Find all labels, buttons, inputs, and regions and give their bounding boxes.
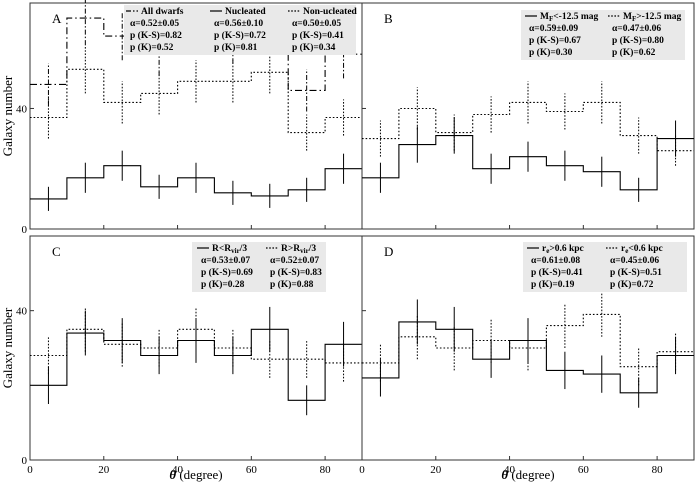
series-dotted — [30, 45, 362, 151]
legend-box — [521, 10, 685, 60]
plot-frame — [361, 2, 695, 230]
y-tick-label: 0 — [22, 455, 28, 467]
plot-frame — [361, 235, 695, 461]
series-solid — [30, 306, 362, 416]
legend-entry-name: R>Rvir/3 — [281, 244, 316, 255]
x-tick-label: 20 — [98, 464, 110, 476]
legend-ks-pvalue: p (K-S)=0.80 — [612, 35, 664, 46]
legend-ks-pvalue: p (K-S)=0.67 — [529, 35, 581, 46]
legend-k-pvalue: p (K)=0.72 — [610, 279, 654, 290]
x-tick-label: 20 — [430, 464, 442, 476]
x-tick-label: 40 — [172, 464, 184, 476]
legend-entry-name: MF<-12.5 mag — [540, 12, 598, 23]
legend-box — [192, 242, 326, 292]
y-tick-label: 40 — [16, 306, 28, 318]
legend-ks-pvalue: p (K-S)=0.41 — [531, 267, 583, 278]
legend-ks-pvalue: p (K-S)=0.82 — [130, 30, 182, 41]
legend-alpha-value: α=0.53±0.07 — [201, 256, 250, 266]
legend-k-pvalue: p (K)=0.19 — [531, 279, 575, 290]
panel-label: B — [384, 11, 393, 26]
legend-alpha-value: α=0.52±0.05 — [130, 19, 179, 29]
x-tick-label: 0 — [359, 464, 365, 476]
legend-alpha-value: α=0.52±0.07 — [270, 256, 319, 266]
x-tick-label: 80 — [320, 464, 332, 476]
legend-entry-name: All dwarfs — [141, 7, 184, 17]
histogram-line — [362, 101, 694, 152]
y-tick-label: 40 — [16, 103, 28, 115]
legend-k-pvalue: p (K)=0.28 — [201, 279, 245, 290]
legend-ks-pvalue: p (K-S)=0.69 — [201, 267, 253, 278]
legend-alpha-value: α=0.47±0.06 — [612, 24, 661, 34]
x-tick-label: 40 — [504, 464, 516, 476]
legend-entry-name: re<0.6 kpc — [621, 244, 663, 255]
legend-alpha-value: α=0.45±0.06 — [610, 256, 659, 266]
series-dotted — [30, 306, 362, 382]
legend-k-pvalue: p (K)=0.34 — [292, 42, 336, 53]
histogram-line — [30, 68, 362, 134]
x-tick-label: 0 — [27, 464, 33, 476]
legend-entry-name: Non-ucleated — [303, 7, 358, 17]
series-solid — [30, 150, 362, 211]
legend-alpha-value: α=0.61±0.08 — [531, 256, 580, 266]
legend-k-pvalue: p (K)=0.62 — [612, 47, 656, 58]
x-axis-label: θ (degree) — [169, 467, 222, 482]
legend-k-pvalue: p (K)=0.30 — [529, 47, 573, 58]
x-axis-label: θ (degree) — [501, 467, 554, 482]
y-axis-label: Galaxy number — [0, 75, 15, 156]
legend-k-pvalue: p (K)=0.88 — [270, 279, 314, 290]
panel-label: D — [384, 244, 393, 259]
legend-alpha-value: α=0.59±0.09 — [529, 24, 578, 34]
x-tick-label: 60 — [578, 464, 590, 476]
panel-label: C — [52, 244, 61, 259]
legend-entry-name: Nucleated — [225, 7, 266, 17]
histogram-line — [362, 313, 694, 368]
legend-k-pvalue: p (K)=0.52 — [130, 42, 174, 53]
legend-entry-name: R<Rvir/3 — [212, 244, 247, 255]
x-tick-label: 60 — [246, 464, 258, 476]
legend-ks-pvalue: p (K-S)=0.51 — [610, 267, 662, 278]
y-tick-label: 0 — [22, 224, 28, 236]
legend-box — [523, 242, 687, 292]
legend-k-pvalue: p (K)=0.81 — [214, 42, 258, 53]
legend-alpha-value: α=0.50±0.05 — [292, 19, 341, 29]
histogram-line — [30, 328, 362, 364]
legend-ks-pvalue: p (K-S)=0.83 — [270, 267, 322, 278]
panel-label: A — [52, 11, 62, 26]
x-tick-label: 80 — [652, 464, 664, 476]
series-solid — [362, 117, 694, 202]
legend-alpha-value: α=0.56±0.10 — [214, 19, 263, 29]
y-axis-label: Galaxy number — [0, 307, 15, 388]
legend-entry-name: MF>-12.5 mag — [623, 12, 681, 23]
series-dotted — [362, 292, 694, 386]
legend-entry-name: re>0.6 kpc — [542, 244, 584, 255]
legend-ks-pvalue: p (K-S)=0.72 — [214, 30, 266, 41]
series-dotted — [362, 81, 694, 166]
legend: R<Rvir/3α=0.53±0.07p (K-S)=0.69p (K)=0.2… — [192, 242, 326, 292]
legend-ks-pvalue: p (K-S)=0.41 — [292, 30, 344, 41]
legend-box — [124, 5, 356, 55]
